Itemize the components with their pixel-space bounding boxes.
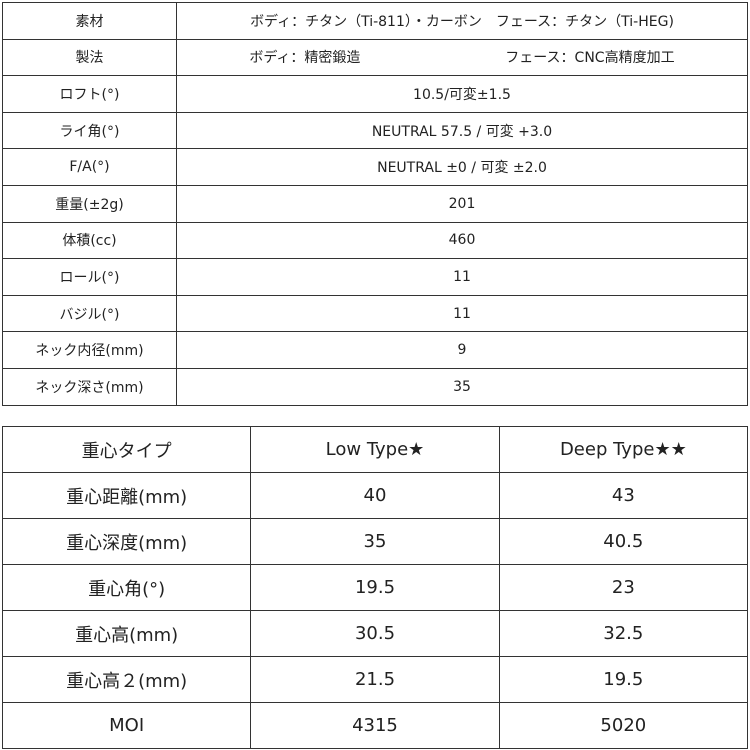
spec-value: 9	[176, 331, 748, 369]
spec-label: 重量(±2g)	[2, 184, 177, 223]
cell-value: 40.5	[498, 518, 749, 565]
spec-row: ライ角(°) NEUTRAL 57.5 / 可変 +3.0	[2, 111, 748, 150]
center-of-gravity-table: 重心タイプ Low Type★ Deep Type★★ 重心距離(mm) 40 43 重心深…	[1, 426, 749, 749]
spec-value: ボディ：チタン（Ti-811）・カーボン フェース：チタン（Ti-HEG)	[176, 2, 748, 40]
spec-table: 素材 ボディ：チタン（Ti-811）・カーボン フェース：チタン（Ti-HEG) 製…	[2, 2, 748, 406]
spec-label: F/A(°)	[2, 148, 177, 186]
spec-value: 35	[176, 367, 748, 406]
cell-value: 4315	[250, 702, 500, 749]
spec-label: 体積(cc)	[2, 221, 177, 260]
row-label: 重心高２(mm)	[1, 656, 252, 703]
cell-value: 19.5	[498, 656, 749, 703]
table-row: MOI 4315 5020	[1, 702, 749, 749]
cell-value: 43	[498, 472, 749, 519]
spec-row: 素材 ボディ：チタン（Ti-811）・カーボン フェース：チタン（Ti-HEG)	[2, 2, 748, 40]
spec-row: 製法 ボディ：精密鍛造 フェース：CNC高精度加工	[2, 38, 748, 77]
spec-label: ネック内径(mm)	[2, 331, 177, 369]
spec-value: NEUTRAL ±0 / 可変 ±2.0	[176, 148, 748, 186]
spec-row: ネック内径(mm) 9	[2, 331, 748, 369]
spec-value-part: フェース：CNC高精度加工	[505, 50, 675, 67]
spec-value: 11	[176, 258, 748, 296]
spec-label: ネック深さ(mm)	[2, 367, 177, 406]
table-row: 重心高(mm) 30.5 32.5	[1, 610, 749, 657]
table-row: 重心高２(mm) 21.5 19.5	[1, 656, 749, 703]
row-label: 重心高(mm)	[1, 610, 252, 657]
spec-row: 体積(cc) 460	[2, 221, 748, 260]
spec-value: 11	[176, 294, 748, 333]
row-label: 重心角(°)	[1, 564, 252, 611]
table-row: 重心距離(mm) 40 43	[1, 472, 749, 519]
cell-value: 30.5	[250, 610, 500, 657]
table-row: 重心角(°) 19.5 23	[1, 564, 749, 611]
spec-value: NEUTRAL 57.5 / 可変 +3.0	[176, 111, 748, 150]
cell-value: 19.5	[250, 564, 500, 611]
spec-value-part: ボディ：精密鍛造	[249, 50, 361, 67]
row-label: MOI	[1, 702, 252, 749]
spec-row: バジル(°) 11	[2, 294, 748, 333]
spec-value: ボディ：精密鍛造 フェース：CNC高精度加工	[176, 38, 748, 77]
spec-label: ロール(°)	[2, 258, 177, 296]
table-row: 重心深度(mm) 35 40.5	[1, 518, 749, 565]
spec-label: 素材	[2, 2, 177, 40]
column-header: 重心タイプ	[1, 426, 252, 473]
cell-value: 5020	[498, 702, 749, 749]
row-label: 重心距離(mm)	[1, 472, 252, 519]
header-row: 重心タイプ Low Type★ Deep Type★★	[1, 426, 749, 473]
spec-label: ロフト(°)	[2, 75, 177, 113]
spec-row: ロフト(°) 10.5/可変±1.5	[2, 75, 748, 113]
spec-value: 201	[176, 184, 748, 223]
column-header: Low Type★	[250, 426, 500, 473]
spec-label: 製法	[2, 38, 177, 77]
column-header: Deep Type★★	[498, 426, 749, 473]
row-label: 重心深度(mm)	[1, 518, 252, 565]
cell-value: 35	[250, 518, 500, 565]
cell-value: 21.5	[250, 656, 500, 703]
spec-value: 460	[176, 221, 748, 260]
cell-value: 23	[498, 564, 749, 611]
spec-row: ロール(°) 11	[2, 258, 748, 296]
spec-value: 10.5/可変±1.5	[176, 75, 748, 113]
cell-value: 40	[250, 472, 500, 519]
spec-row: F/A(°) NEUTRAL ±0 / 可変 ±2.0	[2, 148, 748, 186]
spec-label: バジル(°)	[2, 294, 177, 333]
cell-value: 32.5	[498, 610, 749, 657]
spec-row: 重量(±2g) 201	[2, 184, 748, 223]
spec-row: ネック深さ(mm) 35	[2, 367, 748, 406]
spec-label: ライ角(°)	[2, 111, 177, 150]
